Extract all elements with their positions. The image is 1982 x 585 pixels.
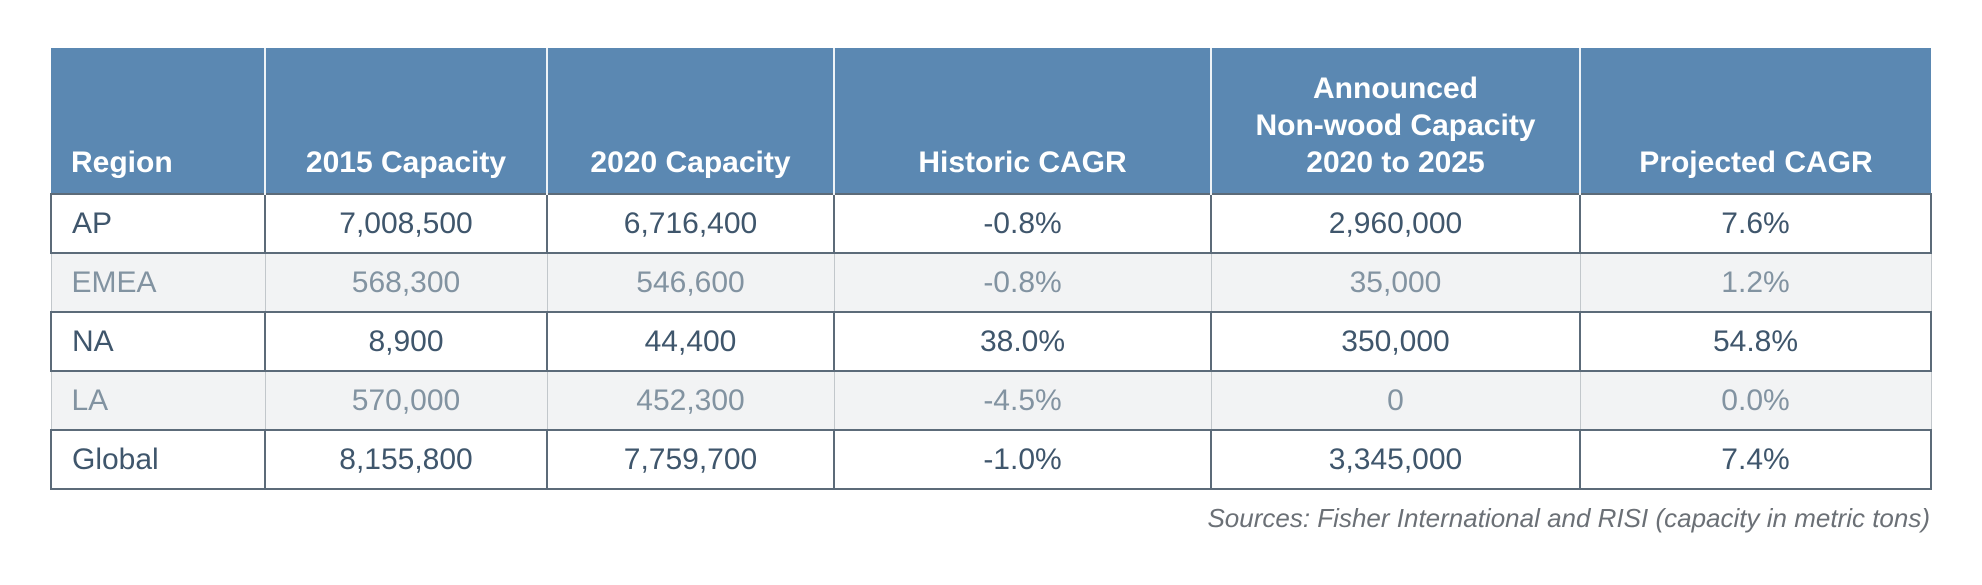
region-cell: NA: [50, 311, 266, 372]
historic-cagr-cell: 38.0%: [833, 311, 1212, 372]
table-row-ap: AP 7,008,500 6,716,400 -0.8% 2,960,000 7…: [50, 193, 1932, 254]
pulp-capacity-table: Region 2015 Capacity 2020 Capacity Histo…: [50, 48, 1932, 490]
col-header-projected-cagr: Projected CAGR: [1579, 48, 1931, 194]
projected-cagr-cell: 0.0%: [1579, 370, 1932, 431]
table-header-row: Region 2015 Capacity 2020 Capacity Histo…: [51, 48, 1931, 194]
capacity-2020-cell: 546,600: [546, 252, 835, 313]
capacity-2015-cell: 8,900: [264, 311, 548, 372]
historic-cagr-cell: -4.5%: [833, 370, 1212, 431]
announced-capacity-cell: 3,345,000: [1210, 429, 1581, 490]
col-header-historic-cagr: Historic CAGR: [833, 48, 1211, 194]
region-cell: Global: [50, 429, 266, 490]
col-header-2020-capacity: 2020 Capacity: [546, 48, 834, 194]
col-header-2015-capacity: 2015 Capacity: [264, 48, 547, 194]
table-row-na: NA 8,900 44,400 38.0% 350,000 54.8%: [50, 311, 1932, 372]
region-cell: LA: [50, 370, 266, 431]
announced-capacity-cell: 0: [1210, 370, 1581, 431]
announced-capacity-cell: 35,000: [1210, 252, 1581, 313]
col-header-announced-nonwood-capacity: Announced Non-wood Capacity 2020 to 2025: [1210, 48, 1580, 194]
historic-cagr-cell: -0.8%: [833, 252, 1212, 313]
capacity-2015-cell: 568,300: [264, 252, 548, 313]
announced-capacity-cell: 2,960,000: [1210, 193, 1581, 254]
region-cell: AP: [50, 193, 266, 254]
capacity-2020-cell: 7,759,700: [546, 429, 835, 490]
projected-cagr-cell: 7.4%: [1579, 429, 1932, 490]
col-header-region: Region: [51, 48, 265, 194]
source-note: Sources: Fisher International and RISI (…: [1207, 503, 1930, 533]
projected-cagr-cell: 7.6%: [1579, 193, 1932, 254]
projected-cagr-cell: 54.8%: [1579, 311, 1932, 372]
region-cell: EMEA: [50, 252, 266, 313]
capacity-2015-cell: 8,155,800: [264, 429, 548, 490]
table-row-la: LA 570,000 452,300 -4.5% 0 0.0%: [50, 370, 1932, 431]
capacity-2015-cell: 570,000: [264, 370, 548, 431]
historic-cagr-cell: -0.8%: [833, 193, 1212, 254]
table-row-emea: EMEA 568,300 546,600 -0.8% 35,000 1.2%: [50, 252, 1932, 313]
capacity-2020-cell: 452,300: [546, 370, 835, 431]
historic-cagr-cell: -1.0%: [833, 429, 1212, 490]
capacity-2020-cell: 6,716,400: [546, 193, 835, 254]
capacity-2015-cell: 7,008,500: [264, 193, 548, 254]
capacity-2020-cell: 44,400: [546, 311, 835, 372]
projected-cagr-cell: 1.2%: [1579, 252, 1932, 313]
announced-capacity-cell: 350,000: [1210, 311, 1581, 372]
table-row-global: Global 8,155,800 7,759,700 -1.0% 3,345,0…: [50, 429, 1932, 490]
